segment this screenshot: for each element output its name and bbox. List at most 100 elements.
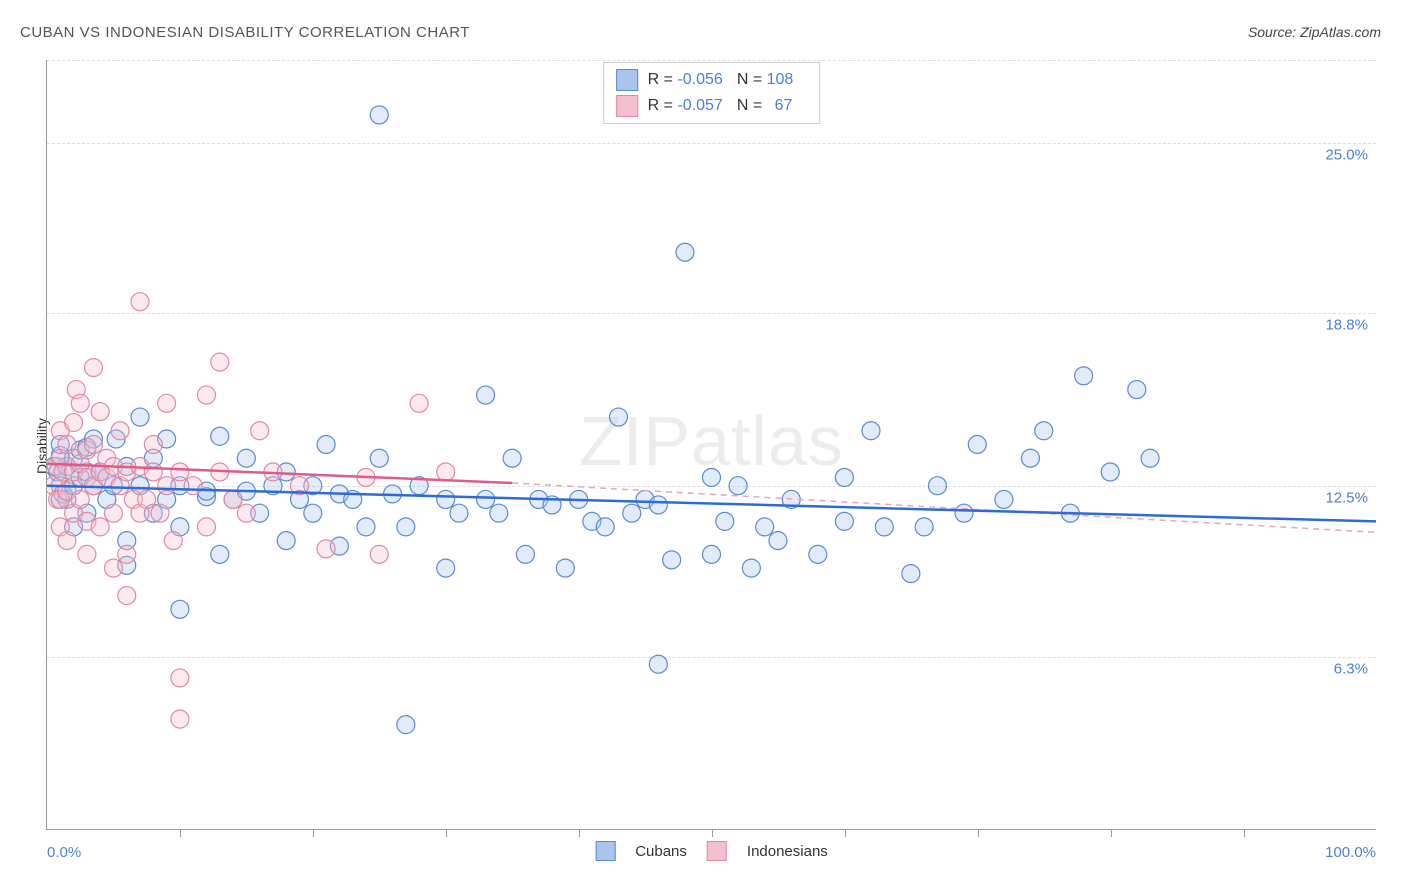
data-point (124, 490, 142, 508)
data-point (158, 430, 176, 448)
legend-stats: R = -0.056N = 108 R = -0.057N = 67 (603, 62, 821, 124)
data-point (91, 518, 109, 536)
data-point (530, 490, 548, 508)
data-point (756, 518, 774, 536)
data-point (131, 457, 149, 475)
chart-title: CUBAN VS INDONESIAN DISABILITY CORRELATI… (20, 24, 470, 41)
data-point (596, 518, 614, 536)
data-point (98, 468, 116, 486)
data-point (91, 463, 109, 481)
legend-series: Cubans Indonesians (595, 841, 828, 861)
y-tick-label: 6.3% (1334, 660, 1368, 677)
y-tick-label: 12.5% (1325, 490, 1368, 507)
data-point (437, 490, 455, 508)
data-point (1061, 504, 1079, 522)
data-point (384, 485, 402, 503)
gridline (47, 657, 1376, 658)
data-point (171, 518, 189, 536)
data-point (583, 512, 601, 530)
data-point (138, 490, 156, 508)
data-point (663, 551, 681, 569)
data-point (131, 293, 149, 311)
data-point (809, 545, 827, 563)
source-label: Source: ZipAtlas.com (1248, 24, 1381, 40)
data-point (111, 422, 129, 440)
data-point (51, 436, 69, 454)
data-point (516, 545, 534, 563)
data-point (437, 463, 455, 481)
data-point (1141, 449, 1159, 467)
data-point (1075, 367, 1093, 385)
data-point (1128, 381, 1146, 399)
data-point (450, 504, 468, 522)
data-point (158, 394, 176, 412)
data-point (556, 559, 574, 577)
gridline (47, 486, 1376, 487)
data-point (164, 532, 182, 550)
watermark: ZIPatlas (579, 401, 844, 481)
data-point (54, 463, 72, 481)
data-point (118, 463, 136, 481)
data-point (1035, 422, 1053, 440)
data-point (51, 490, 69, 508)
x-tick (1244, 829, 1245, 837)
data-point (862, 422, 880, 440)
data-point (742, 559, 760, 577)
data-point (649, 496, 667, 514)
data-point (85, 436, 103, 454)
data-point (118, 587, 136, 605)
x-tick (978, 829, 979, 837)
data-point (47, 457, 65, 475)
data-point (91, 403, 109, 421)
data-point (144, 436, 162, 454)
regression-line (47, 464, 512, 483)
data-point (104, 457, 122, 475)
data-point (915, 518, 933, 536)
data-point (769, 532, 787, 550)
data-point (370, 106, 388, 124)
data-point (118, 556, 136, 574)
data-point (277, 463, 295, 481)
data-point (144, 463, 162, 481)
data-point (144, 449, 162, 467)
data-point (78, 468, 96, 486)
data-point (649, 655, 667, 673)
data-point (357, 468, 375, 486)
data-point (131, 408, 149, 426)
data-point (71, 441, 89, 459)
gridline (47, 313, 1376, 314)
data-point (58, 490, 76, 508)
data-point (85, 430, 103, 448)
x-tick (712, 829, 713, 837)
legend-stats-row: R = -0.057N = 67 (616, 93, 808, 119)
x-max-label: 100.0% (1325, 844, 1376, 861)
data-point (67, 381, 85, 399)
data-point (224, 490, 242, 508)
data-point (277, 532, 295, 550)
data-point (317, 540, 335, 558)
data-point (995, 490, 1013, 508)
data-point (98, 490, 116, 508)
data-point (78, 463, 96, 481)
data-point (171, 463, 189, 481)
data-point (477, 386, 495, 404)
data-point (251, 504, 269, 522)
data-point (71, 455, 89, 473)
data-point (477, 490, 495, 508)
data-point (151, 504, 169, 522)
data-point (51, 518, 69, 536)
data-point (49, 490, 67, 508)
data-point (98, 449, 116, 467)
data-point (317, 436, 335, 454)
data-point (131, 504, 149, 522)
data-point (58, 457, 76, 475)
data-point (78, 438, 96, 456)
data-point (197, 518, 215, 536)
data-point (237, 482, 255, 500)
data-point (65, 463, 83, 481)
data-point (118, 532, 136, 550)
x-min-label: 0.0% (47, 844, 81, 861)
regression-line (512, 483, 1376, 532)
data-point (397, 518, 415, 536)
x-tick (313, 829, 314, 837)
